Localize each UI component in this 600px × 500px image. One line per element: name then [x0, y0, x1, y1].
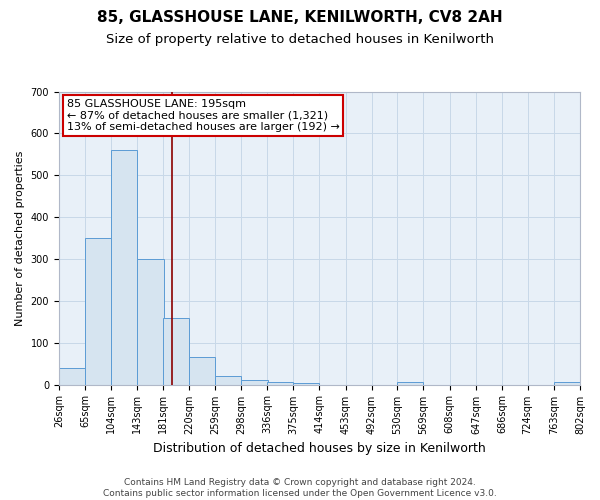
Bar: [241, 380, 268, 384]
Bar: [267, 382, 293, 384]
Bar: [397, 382, 424, 384]
Bar: [215, 376, 241, 384]
Text: 85, GLASSHOUSE LANE, KENILWORTH, CV8 2AH: 85, GLASSHOUSE LANE, KENILWORTH, CV8 2AH: [97, 10, 503, 25]
Bar: [189, 358, 215, 384]
Text: Contains HM Land Registry data © Crown copyright and database right 2024.
Contai: Contains HM Land Registry data © Crown c…: [103, 478, 497, 498]
X-axis label: Distribution of detached houses by size in Kenilworth: Distribution of detached houses by size …: [153, 442, 486, 455]
Bar: [554, 382, 580, 384]
Bar: [163, 318, 189, 384]
Text: 85 GLASSHOUSE LANE: 195sqm
← 87% of detached houses are smaller (1,321)
13% of s: 85 GLASSHOUSE LANE: 195sqm ← 87% of deta…: [67, 99, 340, 132]
Y-axis label: Number of detached properties: Number of detached properties: [15, 150, 25, 326]
Text: Size of property relative to detached houses in Kenilworth: Size of property relative to detached ho…: [106, 32, 494, 46]
Bar: [111, 150, 137, 384]
Bar: [137, 259, 164, 384]
Bar: [59, 368, 85, 384]
Bar: [85, 238, 111, 384]
